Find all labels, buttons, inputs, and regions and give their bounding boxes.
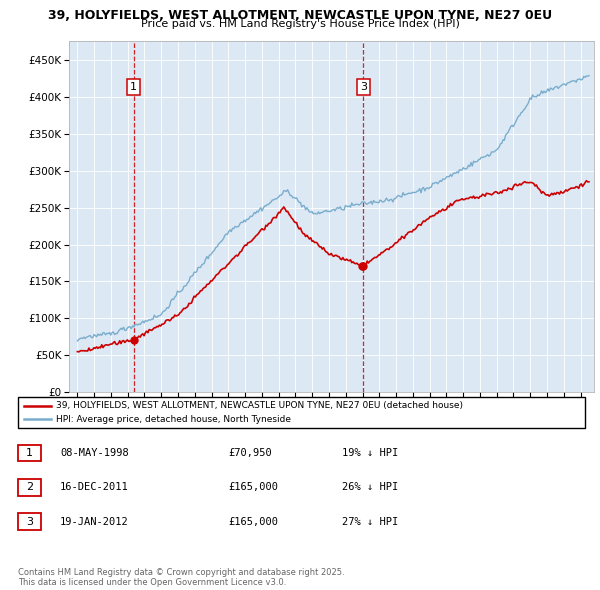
- Text: 39, HOLYFIELDS, WEST ALLOTMENT, NEWCASTLE UPON TYNE, NE27 0EU (detached house): 39, HOLYFIELDS, WEST ALLOTMENT, NEWCASTL…: [56, 401, 463, 410]
- Text: £165,000: £165,000: [228, 483, 278, 493]
- Text: 2: 2: [26, 483, 33, 493]
- Text: Contains HM Land Registry data © Crown copyright and database right 2025.
This d: Contains HM Land Registry data © Crown c…: [18, 568, 344, 587]
- Text: 1: 1: [26, 448, 33, 458]
- Text: 39, HOLYFIELDS, WEST ALLOTMENT, NEWCASTLE UPON TYNE, NE27 0EU: 39, HOLYFIELDS, WEST ALLOTMENT, NEWCASTL…: [48, 9, 552, 22]
- Text: HPI: Average price, detached house, North Tyneside: HPI: Average price, detached house, Nort…: [56, 415, 291, 424]
- Text: 3: 3: [360, 82, 367, 92]
- Text: £70,950: £70,950: [228, 448, 272, 458]
- Text: 26% ↓ HPI: 26% ↓ HPI: [342, 483, 398, 493]
- Text: £165,000: £165,000: [228, 517, 278, 527]
- Text: 16-DEC-2011: 16-DEC-2011: [60, 483, 129, 493]
- Text: 1: 1: [130, 82, 137, 92]
- Text: 08-MAY-1998: 08-MAY-1998: [60, 448, 129, 458]
- Text: 3: 3: [26, 517, 33, 527]
- Text: Price paid vs. HM Land Registry's House Price Index (HPI): Price paid vs. HM Land Registry's House …: [140, 19, 460, 29]
- Text: 19% ↓ HPI: 19% ↓ HPI: [342, 448, 398, 458]
- Text: 27% ↓ HPI: 27% ↓ HPI: [342, 517, 398, 527]
- Text: 19-JAN-2012: 19-JAN-2012: [60, 517, 129, 527]
